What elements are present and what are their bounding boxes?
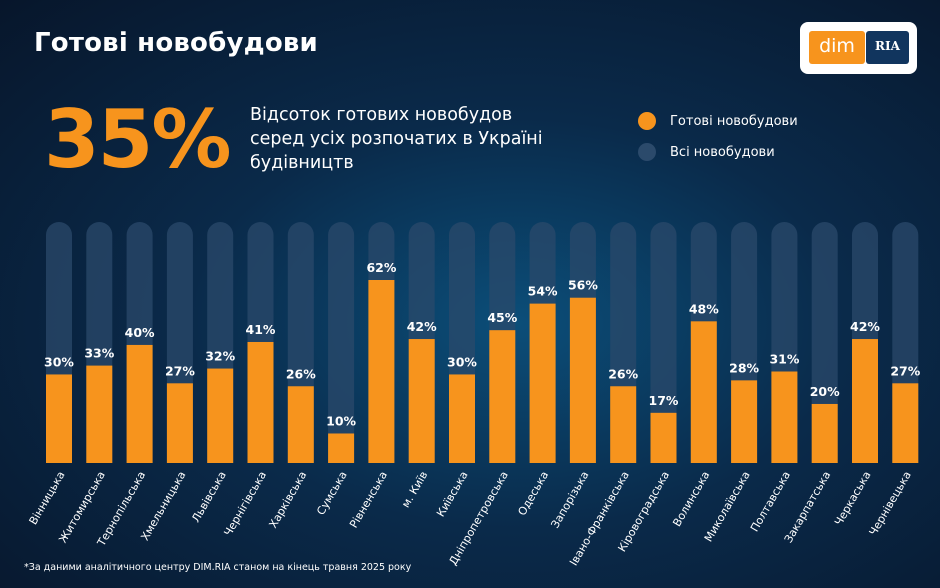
- bar-ready-12: [489, 330, 516, 463]
- bar-ready-9: [368, 280, 395, 463]
- bar-ready-20: [811, 403, 838, 463]
- bar-ready-11: [449, 374, 475, 463]
- bar-value-label-3: 40%: [125, 325, 155, 340]
- bar-value-label-13: 54%: [528, 284, 558, 299]
- category-label-10: м. Київ: [399, 469, 430, 510]
- bar-value-label-9: 62%: [366, 260, 396, 275]
- logo-ria-part: RIA: [866, 31, 909, 64]
- bar-ready-2: [86, 365, 113, 463]
- headline-description: Відсоток готових новобудов серед усіх ро…: [250, 105, 543, 173]
- legend-swatch-ready: [638, 112, 656, 130]
- bar-value-label-20: 20%: [810, 384, 840, 399]
- bar-value-label-6: 41%: [246, 322, 276, 337]
- category-label-11: Київська: [434, 469, 470, 519]
- legend-swatch-all: [638, 143, 656, 161]
- category-label-13: Одеська: [515, 469, 551, 518]
- logo-dim-part: dim: [809, 31, 865, 64]
- bar-ready-15: [610, 386, 637, 463]
- bar-value-label-2: 33%: [84, 346, 114, 361]
- bar-ready-18: [731, 380, 758, 463]
- bar-value-label-18: 28%: [729, 360, 759, 375]
- bar-value-label-4: 27%: [165, 363, 195, 378]
- bar-ready-21: [852, 339, 878, 463]
- bar-value-label-8: 10%: [326, 413, 356, 428]
- bar-ready-19: [771, 371, 798, 463]
- dim-ria-logo: dim RIA: [800, 22, 917, 74]
- bar-track-20: [811, 222, 838, 463]
- category-label-14: Запорізька: [548, 469, 591, 530]
- legend-item-ready: Готові новобудови: [638, 112, 798, 130]
- category-label-17: Волинська: [670, 469, 712, 529]
- bar-value-label-21: 42%: [850, 319, 880, 334]
- bar-ready-13: [529, 303, 556, 463]
- bar-ready-3: [126, 344, 153, 463]
- bar-value-label-7: 26%: [286, 366, 316, 381]
- category-label-22: Чернівецька: [867, 469, 914, 538]
- bar-ready-14: [569, 297, 596, 463]
- bar-ready-10: [408, 339, 435, 463]
- bar-value-label-5: 32%: [205, 349, 235, 364]
- category-label-1: Вінницька: [27, 469, 68, 527]
- category-label-9: Рівненська: [347, 469, 390, 530]
- legend: Готові новобудови Всі новобудови: [638, 112, 798, 174]
- bar-value-label-12: 45%: [487, 310, 517, 325]
- bar-value-label-11: 30%: [447, 354, 477, 369]
- page-title: Готові новобудови: [34, 28, 318, 58]
- bar-ready-17: [690, 321, 717, 463]
- category-label-5: Львівська: [189, 469, 229, 525]
- bar-value-label-10: 42%: [407, 319, 437, 334]
- bar-ready-22: [892, 383, 919, 463]
- category-label-7: Харківська: [266, 469, 309, 530]
- bar-value-label-17: 48%: [689, 301, 719, 316]
- category-label-21: Черкаська: [832, 469, 874, 528]
- bar-ready-8: [328, 433, 355, 463]
- bar-value-label-16: 17%: [649, 393, 679, 408]
- bar-track-16: [650, 222, 677, 463]
- legend-item-all: Всі новобудови: [638, 143, 798, 161]
- headline-percent: 35%: [44, 93, 231, 186]
- bar-ready-7: [287, 386, 314, 463]
- bar-value-label-22: 27%: [890, 363, 920, 378]
- bar-ready-1: [46, 374, 72, 463]
- bar-ready-5: [207, 368, 234, 463]
- footnote: *За даними аналітичного центру DIM.RIA с…: [24, 562, 412, 573]
- bar-ready-4: [166, 383, 193, 463]
- bar-ready-6: [247, 341, 274, 463]
- bar-ready-16: [650, 412, 677, 463]
- category-label-4: Хмельницька: [138, 469, 188, 543]
- category-label-8: Сумська: [314, 469, 349, 517]
- category-label-19: Полтавська: [748, 469, 793, 534]
- category-label-6: Чернігівська: [221, 469, 269, 539]
- bar-value-label-14: 56%: [568, 278, 598, 293]
- legend-label-ready: Готові новобудови: [670, 113, 798, 129]
- bar-value-label-19: 31%: [769, 352, 799, 367]
- bar-track-8: [328, 222, 355, 463]
- bar-value-label-15: 26%: [608, 366, 638, 381]
- bar-value-label-1: 30%: [44, 354, 74, 369]
- legend-label-all: Всі новобудови: [670, 144, 775, 160]
